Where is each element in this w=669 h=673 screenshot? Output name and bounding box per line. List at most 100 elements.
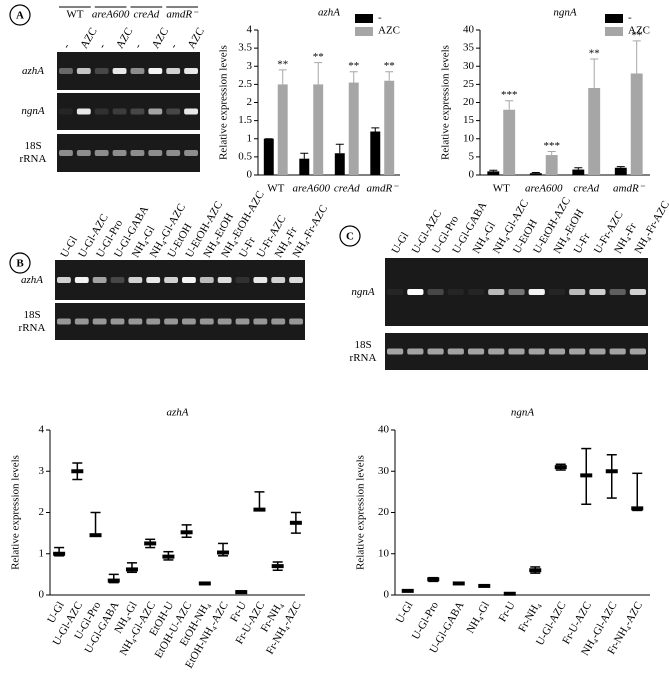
significance-label: ** xyxy=(277,58,288,70)
lane-label: - xyxy=(132,41,144,50)
y-tick-label: 0 xyxy=(39,589,45,601)
lane-label: U-Gl xyxy=(58,234,80,260)
x-tick-label: NH₄-Gl xyxy=(464,600,492,636)
gel-band xyxy=(528,348,545,355)
panel-badge xyxy=(9,4,31,26)
gel-row-label: 18S rRNA xyxy=(19,140,47,165)
gel-band xyxy=(94,108,109,115)
error-bar xyxy=(314,62,323,85)
gel-band xyxy=(447,348,464,355)
gel-band xyxy=(130,108,145,115)
gel-band xyxy=(427,289,444,295)
y-tick-label: 1.5 xyxy=(238,114,252,126)
y-tick-label: 10 xyxy=(463,132,475,144)
bar xyxy=(277,84,288,175)
gel-band xyxy=(271,318,286,325)
error-bar xyxy=(371,127,380,132)
y-tick-label: 20 xyxy=(463,96,475,108)
gel-band xyxy=(184,68,198,74)
gel-band xyxy=(59,150,73,156)
error-bar xyxy=(632,40,641,74)
lane-label: AZC xyxy=(78,26,99,51)
x-tick-label: amdR⁻ xyxy=(613,183,646,195)
gel-band xyxy=(548,289,566,295)
gel-band xyxy=(569,289,586,295)
gel-band xyxy=(235,318,250,325)
gel-band xyxy=(164,318,178,325)
legend-swatch xyxy=(605,27,623,36)
gel-band xyxy=(488,348,505,355)
y-tick-label: 0 xyxy=(469,169,475,181)
panel-label: A xyxy=(16,10,24,22)
gel-band xyxy=(166,68,181,74)
mean-marker xyxy=(478,583,491,588)
x-tick-label: amdR⁻ xyxy=(367,183,400,195)
gel-band xyxy=(112,68,127,74)
gel-band xyxy=(148,108,163,115)
gel-band xyxy=(164,277,178,283)
bar xyxy=(487,171,500,175)
group-label: creAd xyxy=(133,9,159,21)
gel-band xyxy=(59,108,73,115)
gel-band xyxy=(94,150,109,156)
gel-band xyxy=(146,318,161,325)
x-tick-label: areA600 xyxy=(293,183,331,195)
y-tick-label: 10 xyxy=(378,547,390,559)
gel-band xyxy=(130,150,145,156)
mean-marker xyxy=(271,564,284,569)
x-tick-label: areA600 xyxy=(525,183,563,195)
chart-title: ngnA xyxy=(511,407,535,419)
error-bar xyxy=(505,100,514,110)
gel-band xyxy=(253,277,268,283)
y-tick-label: 2 xyxy=(39,506,45,518)
mean-marker xyxy=(71,469,84,474)
y-axis-label: Relative expression levels xyxy=(355,455,367,570)
significance-label: ** xyxy=(348,60,359,72)
gel-band xyxy=(548,348,566,355)
error-bar xyxy=(616,166,625,168)
gel-band xyxy=(199,277,214,283)
gel-band xyxy=(74,318,89,325)
legend-swatch xyxy=(355,27,373,36)
gel-band xyxy=(609,348,626,355)
y-tick-label: 25 xyxy=(463,78,475,90)
y-axis-label: Relative expression levels xyxy=(10,455,22,570)
gel-band xyxy=(76,108,91,115)
panel-badge xyxy=(9,252,31,274)
gel-row-label: 18S rRNA xyxy=(349,338,377,364)
mean-marker xyxy=(53,551,66,556)
gel-band xyxy=(166,108,181,115)
gel-band xyxy=(217,318,232,325)
bar xyxy=(299,158,310,175)
y-tick-label: 3 xyxy=(247,60,253,72)
mean-marker xyxy=(253,507,266,512)
bar xyxy=(529,173,542,175)
y-tick-label: 40 xyxy=(378,424,390,436)
gel-band xyxy=(148,68,163,74)
y-tick-label: 1 xyxy=(247,132,253,144)
mean-marker xyxy=(427,577,440,582)
gel-band xyxy=(130,68,145,74)
legend-label: - xyxy=(628,12,632,24)
gel-band xyxy=(629,289,646,295)
gel-row-label: ngnA xyxy=(351,285,375,298)
bar xyxy=(614,167,627,175)
mean-marker xyxy=(217,550,230,555)
bar xyxy=(630,73,643,175)
gel-band xyxy=(112,108,127,115)
lane-label: - xyxy=(60,41,72,50)
bar xyxy=(263,138,274,175)
legend-label: - xyxy=(378,12,382,24)
bar xyxy=(348,82,359,175)
error-bar xyxy=(349,71,358,83)
group-label: WT xyxy=(66,9,83,21)
lane-label: AZC xyxy=(185,26,206,51)
bar xyxy=(334,153,345,175)
lane-label: U-Gl xyxy=(390,230,412,256)
y-tick-label: 0 xyxy=(247,169,253,181)
significance-label: ** xyxy=(313,51,324,63)
bar xyxy=(588,88,601,175)
mean-marker xyxy=(235,590,248,595)
